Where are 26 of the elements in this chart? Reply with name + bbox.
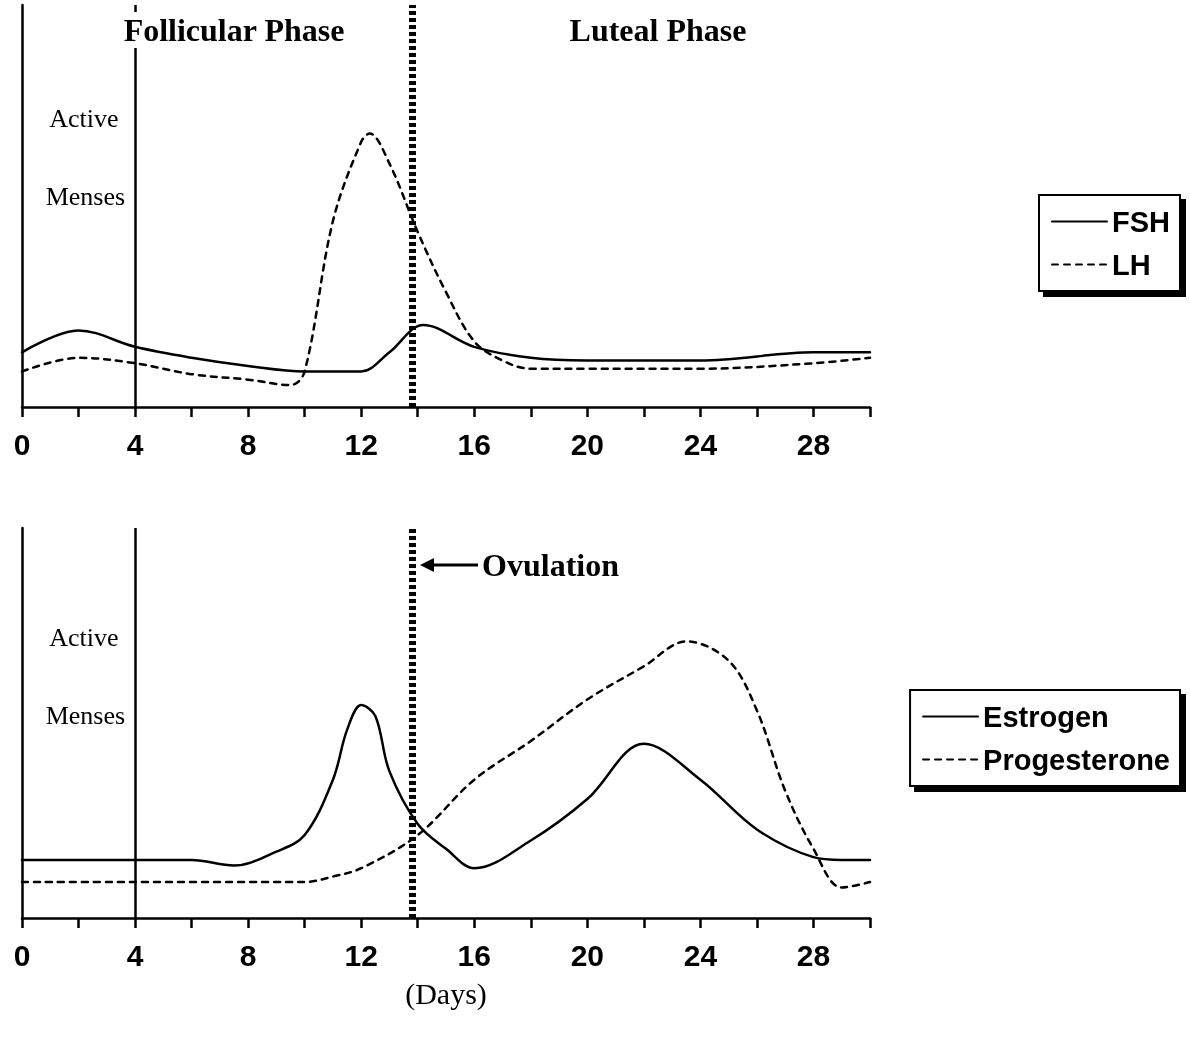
legend-label: Progesterone bbox=[983, 743, 1171, 776]
x-tick-label: 24 bbox=[683, 427, 718, 461]
x-tick-label: 12 bbox=[344, 938, 378, 972]
x-tick-label: 16 bbox=[457, 427, 491, 461]
x-tick-label: 0 bbox=[13, 427, 31, 461]
x-tick-label: 20 bbox=[570, 938, 605, 972]
text: Active Menses bbox=[45, 104, 126, 212]
x-tick-label: 16 bbox=[457, 938, 491, 972]
x-tick-label: 28 bbox=[796, 938, 831, 972]
x-tick-label: 4 bbox=[126, 938, 144, 972]
x-axis-title: (Days) bbox=[405, 976, 487, 1011]
text: Follicular Phase bbox=[123, 12, 345, 48]
x-tick-label: 20 bbox=[570, 427, 605, 461]
legend-label: Estrogen bbox=[983, 700, 1109, 733]
text: Luteal Phase bbox=[569, 12, 747, 48]
ref-line-label: Ovulation bbox=[482, 547, 620, 583]
x-tick-label: 8 bbox=[239, 427, 257, 461]
legend-label: FSH bbox=[1112, 205, 1170, 238]
text: Active Menses bbox=[45, 622, 126, 730]
x-tick-label: 8 bbox=[239, 938, 257, 972]
x-tick-label: 12 bbox=[344, 427, 378, 461]
x-tick-label: 24 bbox=[683, 938, 718, 972]
x-tick-label: 0 bbox=[13, 938, 31, 972]
legend-label: LH bbox=[1112, 248, 1151, 281]
x-tick-label: 4 bbox=[126, 427, 144, 461]
x-tick-label: 28 bbox=[796, 427, 831, 461]
